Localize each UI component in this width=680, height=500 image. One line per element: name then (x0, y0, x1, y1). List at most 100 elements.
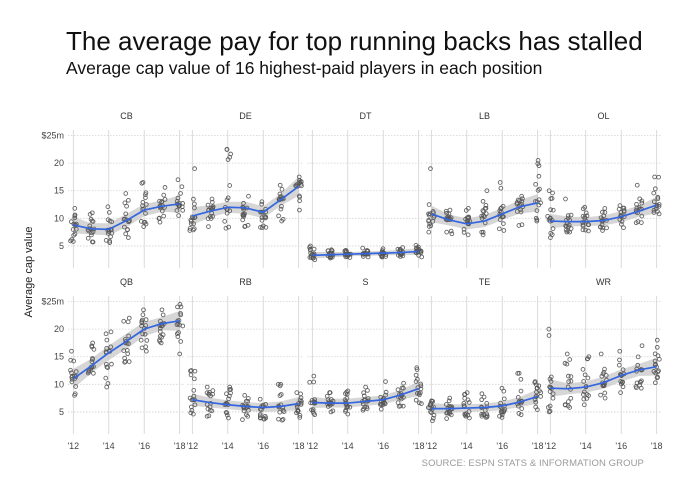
data-point (547, 384, 552, 390)
data-point (157, 329, 163, 334)
data-point (568, 226, 574, 231)
data-point (143, 192, 148, 197)
data-point (426, 218, 431, 224)
data-point (639, 213, 645, 219)
data-point (601, 383, 607, 389)
data-point (602, 395, 608, 401)
y-tick-label: $25m (41, 131, 64, 141)
data-point (550, 207, 556, 213)
data-point (345, 411, 351, 417)
x-tick-label: '18 (651, 441, 663, 451)
x-tick-label: '18 (532, 441, 544, 451)
data-point (633, 384, 639, 389)
data-point (174, 331, 180, 337)
data-point (347, 404, 353, 410)
data-point (534, 393, 539, 399)
data-point (414, 365, 420, 371)
y-tick-label: 15 (54, 186, 64, 196)
data-point (192, 205, 197, 211)
data-point (157, 337, 162, 343)
data-point (227, 183, 233, 188)
data-point (481, 213, 486, 219)
data-point (365, 388, 370, 393)
data-point (431, 215, 437, 220)
data-point (258, 415, 263, 420)
x-tick-label: '12 (67, 441, 79, 451)
data-point (654, 337, 660, 343)
data-point (465, 218, 471, 224)
y-tick-label: 10 (54, 379, 64, 389)
data-point (479, 229, 485, 235)
data-point (85, 235, 91, 241)
data-point (206, 391, 212, 397)
data-point (533, 399, 539, 405)
trend-line (550, 365, 657, 390)
data-point (210, 213, 215, 219)
data-point (191, 221, 196, 227)
data-point (651, 199, 657, 205)
data-point (548, 374, 554, 380)
data-point (518, 388, 524, 394)
data-point (599, 374, 605, 379)
data-point (585, 375, 591, 381)
data-point (446, 211, 452, 217)
data-point (414, 248, 420, 254)
data-point (414, 367, 420, 372)
data-point (535, 158, 541, 163)
data-point (581, 396, 587, 402)
data-point (103, 238, 109, 243)
data-point (652, 174, 657, 180)
data-point (548, 230, 554, 236)
data-point (618, 379, 624, 384)
confidence-band (431, 194, 538, 230)
data-point (121, 348, 127, 353)
data-point (175, 321, 181, 327)
data-point (546, 188, 552, 194)
data-point (498, 185, 504, 191)
data-point (277, 182, 283, 188)
data-point (652, 358, 658, 364)
data-point (547, 216, 553, 221)
x-tick-label: '12 (306, 441, 318, 451)
y-tick-label: $25m (41, 297, 64, 307)
x-tick-label: '16 (496, 441, 508, 451)
data-point (245, 398, 251, 404)
data-point (209, 199, 215, 205)
panel-title-ol: OL (597, 111, 609, 121)
data-point (584, 213, 590, 219)
data-point (602, 206, 608, 211)
data-point (109, 219, 115, 225)
data-point (188, 368, 193, 374)
data-point (330, 408, 336, 414)
data-point (210, 388, 216, 393)
data-point (178, 304, 184, 310)
data-point (443, 208, 449, 214)
data-point (484, 413, 490, 419)
confidence-band (73, 310, 180, 389)
confidence-band (550, 196, 657, 229)
data-point (444, 229, 450, 235)
data-point (122, 355, 127, 361)
data-point (548, 379, 554, 384)
data-point (581, 402, 587, 408)
data-point (90, 229, 96, 235)
data-point (562, 402, 568, 408)
data-point (240, 417, 245, 422)
data-point (142, 331, 148, 337)
data-point (534, 208, 540, 213)
data-point (206, 224, 211, 229)
x-tick-label: '18 (293, 441, 305, 451)
data-point (244, 412, 249, 418)
data-point (413, 397, 419, 403)
data-point (223, 225, 229, 231)
data-point (604, 225, 609, 231)
confidence-band (192, 176, 299, 225)
data-point (636, 205, 642, 210)
data-point (108, 234, 113, 240)
data-point (123, 191, 129, 196)
data-point (144, 202, 149, 207)
data-point (126, 235, 131, 240)
data-point (430, 415, 436, 421)
data-point (548, 207, 553, 213)
